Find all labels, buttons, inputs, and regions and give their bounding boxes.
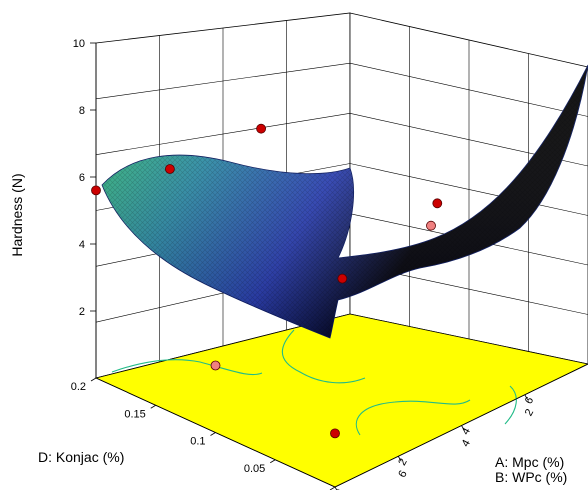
x-axis-title: D: Konjac (%) — [38, 449, 124, 465]
b-axis-title: B: WPc (%) — [495, 469, 567, 485]
z-tick-label: 8 — [79, 105, 85, 117]
a-tick-mark — [524, 394, 529, 400]
x-tick-mark — [90, 377, 97, 382]
design-points — [91, 123, 443, 439]
z-tick-label: 2 — [79, 306, 85, 318]
response-surface — [101, 64, 588, 339]
a-tick-label: 4 — [460, 426, 473, 437]
design-point — [210, 360, 221, 371]
a-tick-mark — [461, 425, 465, 431]
grid-line-horizontal — [95, 62, 588, 117]
x-tick-label: 0.2 — [71, 381, 86, 393]
design-point — [91, 185, 101, 196]
design-point — [330, 428, 340, 439]
x-tick-label: 0.05 — [244, 463, 265, 475]
z-tick-label: 6 — [79, 172, 85, 184]
design-point — [432, 198, 443, 209]
b-tick-label: 4 — [460, 438, 473, 449]
design-point — [256, 123, 267, 134]
b-tick-label: 2 — [523, 407, 536, 418]
z-axis-title: Hardness (N) — [9, 173, 25, 256]
floor-contours — [111, 329, 517, 436]
z-tick-label: 10 — [73, 38, 85, 50]
a-tick-label: 6 — [523, 395, 536, 406]
x-tick-label: 0.1 — [190, 436, 205, 448]
grid-line-horizontal — [95, 113, 588, 167]
x-tick-mark — [150, 404, 156, 409]
design-point — [164, 164, 175, 174]
a-axis-title: A: Mpc (%) — [495, 454, 564, 470]
design-point — [337, 273, 348, 284]
z-tick-label: 4 — [79, 239, 85, 251]
design-point — [426, 220, 436, 231]
a-tick-label: 8 — [586, 364, 588, 375]
x-tick-mark — [210, 432, 216, 436]
axis-ticks: 24681000.050.10.150.20826446280 — [71, 38, 588, 490]
x-tick-label: 0.15 — [124, 408, 145, 420]
a-tick-mark — [397, 456, 402, 462]
x-tick-mark — [270, 459, 276, 464]
b-tick-label: 6 — [396, 469, 409, 480]
a-tick-label: 2 — [396, 457, 409, 468]
b-tick-label: 0 — [586, 376, 588, 387]
